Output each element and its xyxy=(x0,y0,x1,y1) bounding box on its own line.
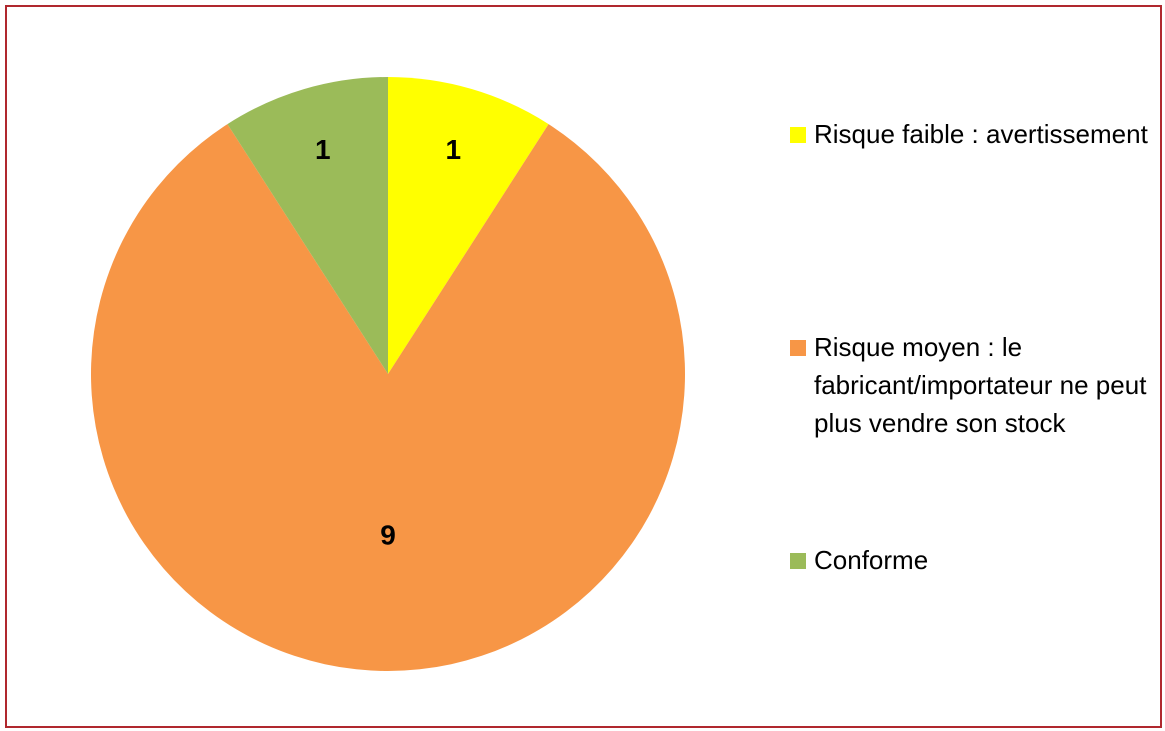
data-label: 1 xyxy=(445,134,461,165)
pie-slice xyxy=(388,77,549,374)
legend-label: Risque moyen : le fabricant/importateur … xyxy=(814,332,1147,438)
legend-item: Conforme xyxy=(790,541,1150,579)
pie-slice xyxy=(90,124,685,672)
pie-slice xyxy=(227,77,388,374)
legend-label: Risque faible : avertissement xyxy=(814,119,1148,149)
legend-swatch xyxy=(790,340,806,356)
legend-label: Conforme xyxy=(814,545,929,575)
legend-item: Risque moyen : le fabricant/importateur … xyxy=(790,328,1150,442)
legend-item: Risque faible : avertissement xyxy=(790,115,1150,153)
data-label: 1 xyxy=(315,134,331,165)
legend-swatch xyxy=(790,127,806,143)
chart-frame xyxy=(5,5,1162,728)
legend-swatch xyxy=(790,553,806,569)
data-label: 9 xyxy=(380,520,396,551)
